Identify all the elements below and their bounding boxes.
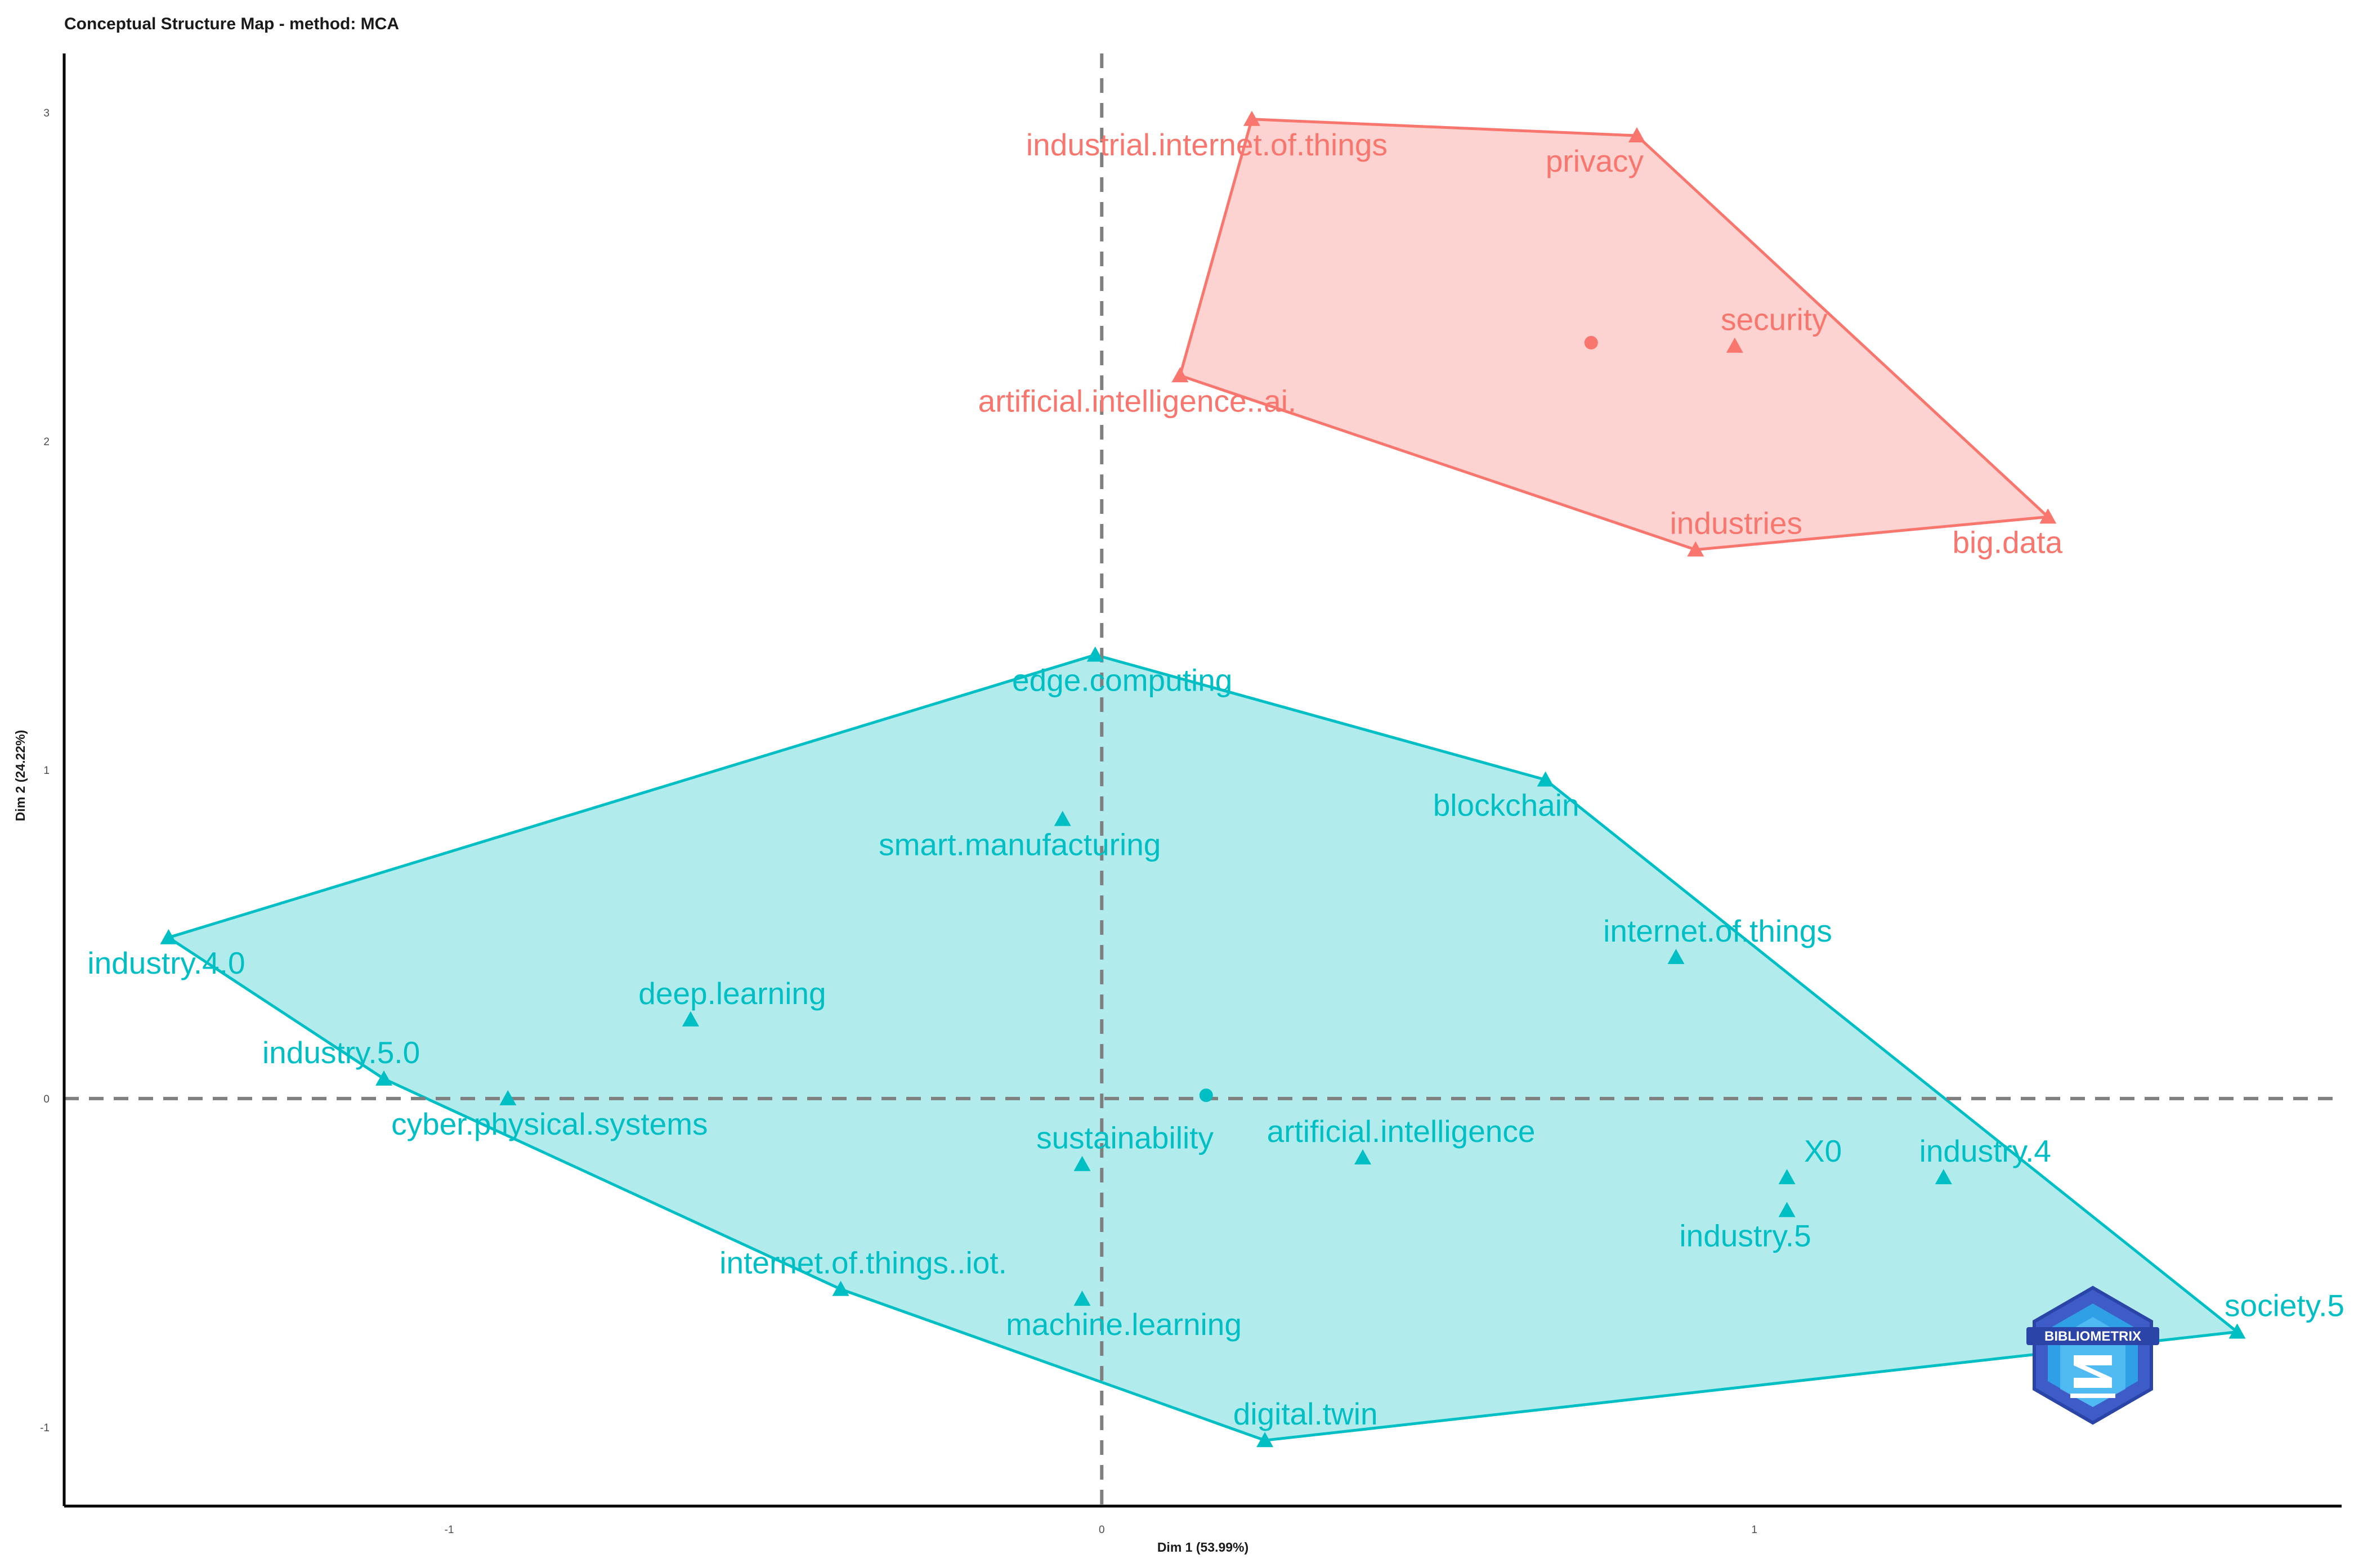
label-security: security: [1721, 302, 1828, 337]
label-artificial-intelligence: artificial.intelligence: [1267, 1114, 1536, 1149]
label-blockchain: blockchain: [1433, 788, 1579, 823]
label-edge-computing: edge.computing: [1012, 663, 1232, 698]
label-x0: X0: [1804, 1134, 1842, 1168]
label-industrial-internet-of-things: industrial.internet.of.things: [1026, 127, 1388, 162]
label-privacy: privacy: [1546, 144, 1644, 178]
point-deep-learning: [682, 1011, 699, 1027]
point-labels: industrial.internet.of.things privacy secu…: [87, 127, 2344, 1431]
point-industry-4-0: [160, 929, 177, 944]
x-tick-label: 1: [1751, 1524, 1757, 1536]
y-tick-label: -1: [40, 1422, 50, 1434]
point-cyber-physical-systems: [499, 1090, 517, 1105]
point-security: [1726, 337, 1743, 353]
point-big-data: [2039, 508, 2057, 524]
x-tick-label: 0: [1099, 1524, 1105, 1536]
label-machine-learning: machine.learning: [1006, 1307, 1242, 1342]
point-internet-of-things-iot: [832, 1280, 849, 1296]
label-cyber-physical-systems: cyber.physical.systems: [391, 1106, 708, 1141]
label-artificial-intelligence-ai: artificial.intelligence..ai.: [978, 383, 1297, 418]
point-smart-manufacturing: [1054, 810, 1071, 826]
label-industry-4-0: industry.4.0: [87, 946, 245, 980]
label-industry-5: industry.5: [1679, 1218, 1811, 1253]
point-industry-4: [1935, 1169, 1952, 1185]
y-tick-label: 2: [43, 436, 50, 448]
point-blockchain: [1537, 771, 1554, 787]
y-axis-title: Dim 2 (24.22%): [13, 730, 28, 821]
point-machine-learning: [1073, 1291, 1091, 1306]
x-tick-label: -1: [445, 1524, 454, 1536]
point-privacy: [1628, 127, 1645, 142]
svg-text:BIBLIOMETRIX: BIBLIOMETRIX: [2044, 1329, 2141, 1344]
cluster-2-hull: [167, 653, 2239, 1442]
label-deep-learning: deep.learning: [638, 976, 826, 1011]
label-industries: industries: [1670, 506, 1802, 541]
point-artificial-intelligence-ai: [1171, 367, 1189, 383]
label-digital-twin: digital.twin: [1233, 1396, 1378, 1431]
point-society-5: [2228, 1323, 2246, 1339]
point-digital-twin: [1256, 1432, 1274, 1448]
point-industry-5: [1778, 1202, 1796, 1217]
point-x0: [1778, 1169, 1796, 1185]
point-industry-5-0: [375, 1070, 393, 1086]
reference-lines: [64, 53, 2342, 1506]
axes: [62, 53, 2342, 1508]
label-industry-5-0: industry.5.0: [262, 1035, 420, 1070]
tick-labels: -1 0 1 -1 0 1 2 3: [40, 107, 1757, 1536]
point-artificial-intelligence: [1354, 1149, 1372, 1165]
cluster-1-centroid: [1584, 335, 1598, 350]
cluster-1-hull: [1178, 118, 2049, 552]
cluster-hulls: [167, 118, 2239, 1442]
point-industrial-internet-of-things: [1243, 110, 1260, 126]
label-internet-of-things-iot: internet.of.things..iot.: [719, 1246, 1007, 1280]
label-sustainability: sustainability: [1036, 1121, 1214, 1155]
data-points: [160, 110, 2246, 1448]
cluster-2-centroid: [1199, 1088, 1213, 1103]
bibliometrix-logo: BIBLIOMETRIX: [2026, 1285, 2159, 1425]
y-tick-label: 3: [43, 107, 50, 119]
label-big-data: big.data: [1952, 525, 2062, 559]
label-smart-manufacturing: smart.manufacturing: [879, 827, 1161, 862]
label-society-5: society.5: [2225, 1288, 2344, 1323]
point-internet-of-things: [1667, 948, 1685, 964]
label-industry-4: industry.4: [1919, 1134, 2051, 1168]
point-industries: [1687, 541, 1704, 557]
label-internet-of-things: internet.of.things: [1603, 913, 1832, 948]
x-axis-title: Dim 1 (53.99%): [1157, 1540, 1248, 1554]
point-edge-computing: [1086, 646, 1104, 662]
y-tick-label: 0: [43, 1094, 50, 1105]
y-tick-label: 1: [43, 765, 50, 777]
point-sustainability: [1073, 1155, 1091, 1171]
chart-title: Conceptual Structure Map - method: MCA: [64, 15, 400, 33]
